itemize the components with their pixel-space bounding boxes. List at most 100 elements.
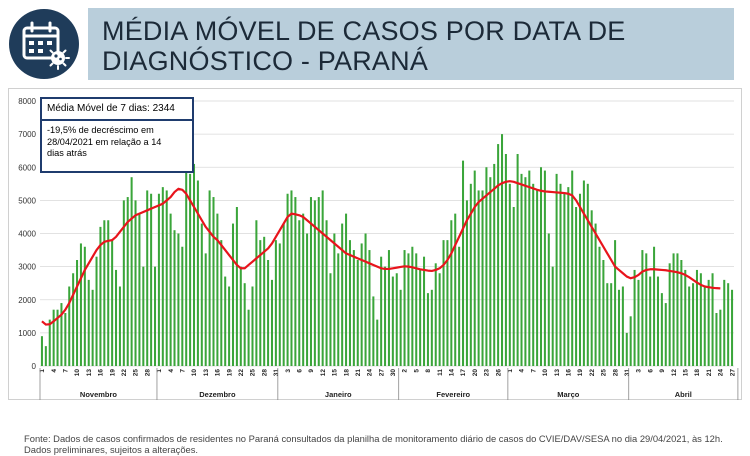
bar: [419, 269, 422, 366]
bar: [520, 173, 523, 366]
bar: [501, 134, 504, 366]
bar: [185, 170, 188, 366]
bar: [407, 253, 410, 366]
bar: [64, 313, 67, 366]
bar: [270, 279, 273, 366]
bar: [465, 200, 468, 366]
bar: [157, 193, 160, 366]
month-label: Novembro: [80, 390, 118, 399]
bar: [360, 243, 363, 366]
bar: [617, 289, 620, 366]
month-label: Abril: [675, 390, 692, 399]
x-tick-label: 12: [320, 369, 327, 377]
bar: [376, 319, 379, 366]
bar: [723, 279, 726, 366]
x-tick-label: 16: [215, 369, 222, 377]
x-tick-label: 28: [144, 369, 151, 377]
month-label: Março: [557, 390, 580, 399]
bar: [348, 240, 351, 366]
x-tick-label: 22: [121, 369, 128, 377]
x-tick-label: 1: [507, 369, 514, 373]
x-tick-label: 19: [577, 369, 584, 377]
bar: [536, 190, 539, 366]
bar: [528, 170, 531, 366]
bar: [575, 207, 578, 366]
x-tick-label: 15: [682, 369, 689, 377]
x-tick-label: 4: [51, 369, 58, 373]
bar: [473, 170, 476, 366]
bar: [719, 309, 722, 366]
bar: [614, 240, 617, 366]
chart-frame: [8, 88, 742, 400]
bar: [189, 173, 192, 366]
x-tick-label: 6: [296, 369, 303, 373]
x-tick-label: 9: [308, 369, 315, 373]
bar: [368, 250, 371, 366]
bar: [508, 183, 511, 366]
bar: [680, 260, 683, 366]
bar: [204, 253, 207, 366]
bar: [403, 250, 406, 366]
bar: [263, 236, 266, 366]
y-tick-label: 1000: [18, 329, 36, 338]
bar: [641, 250, 644, 366]
source-note: Fonte: Dados de casos confirmados de res…: [24, 433, 723, 455]
bar: [711, 273, 714, 366]
bar: [442, 240, 445, 366]
bar: [559, 183, 562, 366]
bar: [672, 253, 675, 366]
x-tick-label: 19: [109, 369, 116, 377]
x-tick-label: 18: [343, 369, 350, 377]
bar: [208, 190, 211, 366]
bar: [563, 193, 566, 366]
bar: [212, 197, 215, 366]
bar: [216, 213, 219, 366]
bar: [731, 289, 734, 366]
bar: [325, 220, 328, 366]
x-tick-label: 27: [729, 369, 736, 377]
moving-average-line: [41, 180, 721, 326]
x-tick-label: 14: [449, 369, 456, 377]
bar: [60, 303, 63, 366]
bar: [586, 183, 589, 366]
x-tick-label: 25: [133, 369, 140, 377]
bar: [477, 190, 480, 366]
bar: [294, 197, 297, 366]
bar: [251, 286, 254, 366]
x-tick-label: 10: [74, 369, 81, 377]
bar: [438, 273, 441, 366]
bar: [274, 240, 277, 366]
x-tick-label: 23: [484, 369, 491, 377]
bar: [91, 289, 94, 366]
bar: [56, 309, 59, 366]
x-tick-label: 11: [437, 369, 444, 376]
bar: [610, 283, 613, 366]
bar: [594, 223, 597, 366]
x-tick-label: 10: [542, 369, 549, 377]
bar: [192, 163, 196, 366]
x-tick-label: 1: [39, 369, 46, 373]
bar: [668, 263, 671, 366]
y-tick-label: 6000: [18, 163, 36, 172]
bar: [337, 253, 340, 366]
bar: [341, 223, 344, 366]
x-tick-label: 31: [624, 369, 631, 377]
bar: [656, 276, 659, 366]
bar: [313, 200, 316, 366]
bar: [165, 190, 168, 366]
bar: [380, 256, 383, 366]
bar: [469, 183, 472, 366]
bar: [384, 266, 387, 366]
x-tick-label: 20: [472, 369, 479, 377]
x-tick-label: 10: [191, 369, 198, 377]
month-label: Janeiro: [325, 390, 352, 399]
x-tick-label: 22: [238, 369, 245, 377]
decrease-line: 28/04/2021 em relação a 14: [47, 136, 162, 147]
bar: [555, 173, 558, 366]
bar: [699, 273, 702, 366]
bar: [532, 183, 535, 366]
bar: [278, 243, 281, 366]
bar: [485, 167, 488, 366]
bar: [243, 283, 246, 366]
bar: [356, 260, 359, 366]
